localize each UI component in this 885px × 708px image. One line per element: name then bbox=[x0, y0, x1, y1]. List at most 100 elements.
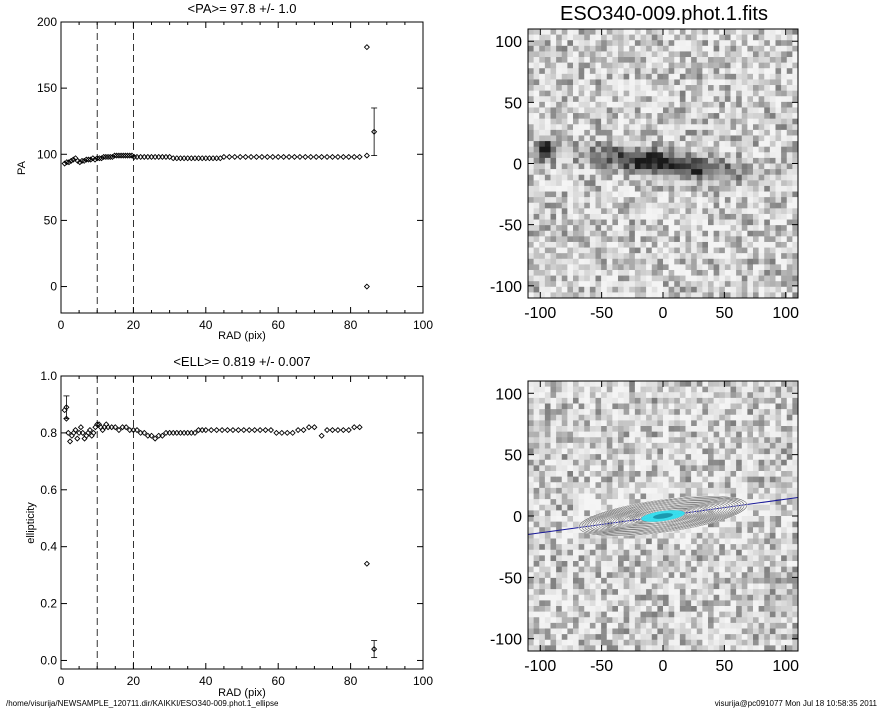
overlay-image-pixel bbox=[758, 487, 765, 494]
overlay-image-pixel bbox=[781, 555, 788, 562]
overlay-image-pixel bbox=[528, 442, 534, 449]
overlay-image-pixel bbox=[589, 465, 596, 472]
overlay-image-pixel bbox=[561, 431, 568, 438]
overlay-image-pixel bbox=[578, 617, 585, 624]
galaxy-image-pixel bbox=[764, 113, 771, 119]
overlay-image-pixel bbox=[758, 622, 765, 629]
galaxy-image-pixel bbox=[775, 281, 782, 288]
overlay-image-pixel bbox=[578, 381, 585, 387]
galaxy-image-pixel bbox=[685, 180, 692, 187]
galaxy-image-pixel bbox=[691, 152, 698, 159]
overlay-image-pixel bbox=[758, 465, 765, 472]
overlay-image-pixel bbox=[758, 386, 765, 393]
overlay-image-pixel bbox=[606, 634, 613, 641]
galaxy-image-pixel bbox=[578, 118, 585, 125]
galaxy-image-pixel bbox=[539, 230, 546, 237]
galaxy-image-pixel bbox=[539, 191, 546, 198]
overlay-image-pixel bbox=[741, 617, 748, 624]
overlay-image-pixel bbox=[668, 482, 675, 489]
galaxy-image-pixel bbox=[702, 45, 709, 52]
overlay-image-pixel bbox=[640, 589, 647, 596]
galaxy-image-pixel bbox=[691, 113, 698, 119]
overlay-image-pixel bbox=[561, 409, 568, 416]
overlay-image-pixel bbox=[573, 510, 579, 517]
overlay-image-pixel bbox=[730, 454, 737, 461]
galaxy-image-pixel bbox=[786, 213, 793, 220]
overlay-image-pixel bbox=[618, 544, 624, 551]
galaxy-image-pixel bbox=[528, 101, 534, 108]
overlay-image-pixel bbox=[561, 426, 568, 432]
pa-point bbox=[126, 152, 133, 159]
galaxy-image-pixel bbox=[629, 51, 636, 58]
galaxy-image-pixel bbox=[674, 292, 681, 299]
overlay-image-pixel bbox=[634, 572, 641, 579]
overlay-image-pixel bbox=[663, 397, 669, 404]
overlay-image-pixel bbox=[781, 532, 788, 539]
galaxy-image-pixel bbox=[556, 101, 563, 108]
galaxy-image-pixel bbox=[769, 34, 776, 41]
galaxy-image-pixel bbox=[753, 253, 759, 260]
overlay-image-pixel bbox=[775, 437, 782, 444]
overlay-image-pixel bbox=[533, 561, 540, 567]
galaxy-image-pixel bbox=[741, 281, 748, 288]
galaxy-image-pixel bbox=[646, 40, 653, 47]
galaxy-image-pixel bbox=[561, 57, 568, 63]
galaxy-image-pixel bbox=[730, 85, 737, 91]
galaxy-image-pixel bbox=[584, 96, 591, 103]
galaxy-image-pixel bbox=[606, 124, 613, 131]
overlay-image-pixel bbox=[679, 431, 686, 438]
galaxy-image-pixel bbox=[679, 146, 686, 153]
pa-point bbox=[226, 153, 233, 160]
overlay-image-pixel bbox=[629, 639, 636, 646]
galaxy-image-pixel bbox=[691, 197, 698, 204]
galaxy-image-pixel bbox=[741, 146, 748, 153]
overlay-image-pixel bbox=[736, 577, 743, 584]
galaxy-image-pixel bbox=[584, 157, 591, 164]
galaxy-image-pixel bbox=[719, 141, 726, 147]
overlay-image-pixel bbox=[573, 572, 579, 579]
overlay-image-pixel bbox=[550, 381, 557, 387]
overlay-image-pixel bbox=[584, 471, 591, 477]
overlay-image-pixel bbox=[769, 617, 776, 624]
galaxy-image-pixel bbox=[606, 68, 613, 75]
galaxy-image-pixel bbox=[578, 281, 585, 288]
galaxy-image-pixel bbox=[786, 90, 793, 97]
galaxy-image-pixel bbox=[634, 185, 641, 192]
overlay-image-pixel bbox=[747, 544, 754, 551]
overlay-image-pixel bbox=[775, 409, 782, 416]
galaxy-image-pixel bbox=[634, 29, 641, 35]
overlay-image-pixel bbox=[708, 403, 714, 410]
overlay-image-pixel bbox=[691, 617, 698, 624]
overlay-image-pixel bbox=[753, 532, 759, 539]
overlay-image-pixel bbox=[561, 493, 568, 500]
overlay-image-pixel bbox=[646, 611, 653, 618]
overlay-image-pixel bbox=[724, 465, 731, 472]
overlay-image-pixel bbox=[556, 381, 563, 387]
galaxy-image-pixel bbox=[528, 90, 534, 97]
galaxy-image-pixel bbox=[663, 230, 669, 237]
galaxy-image-pixel bbox=[775, 135, 782, 142]
overlay-image-pixel bbox=[758, 510, 765, 517]
galaxy-image-pixel bbox=[668, 292, 675, 299]
overlay-image-pixel bbox=[674, 409, 681, 416]
galaxy-image-pixel bbox=[606, 79, 613, 86]
overlay-image-pixel bbox=[533, 454, 540, 461]
galaxy-image-pixel bbox=[595, 141, 602, 147]
overlay-image-pixel bbox=[741, 493, 748, 500]
galaxy-image-pixel bbox=[685, 29, 692, 35]
ell-point bbox=[148, 432, 155, 439]
overlay-image-pixel bbox=[595, 386, 602, 393]
overlay-image-pixel bbox=[651, 611, 658, 618]
galaxy-image-pixel bbox=[606, 247, 613, 254]
galaxy-image-pixel bbox=[674, 129, 681, 136]
galaxy-image-pixel bbox=[601, 34, 608, 41]
galaxy-image-pixel bbox=[685, 292, 692, 299]
galaxy-image-pixel bbox=[612, 286, 619, 293]
overlay-image-pixel bbox=[764, 538, 771, 545]
overlay-image-pixel bbox=[556, 600, 563, 607]
overlay-image-pixel bbox=[584, 414, 591, 421]
galaxy-image-pixel bbox=[612, 247, 619, 254]
galaxy-image-pixel bbox=[786, 135, 793, 142]
galaxy-image-pixel bbox=[724, 208, 731, 215]
galaxy-image-pixel bbox=[544, 135, 551, 142]
